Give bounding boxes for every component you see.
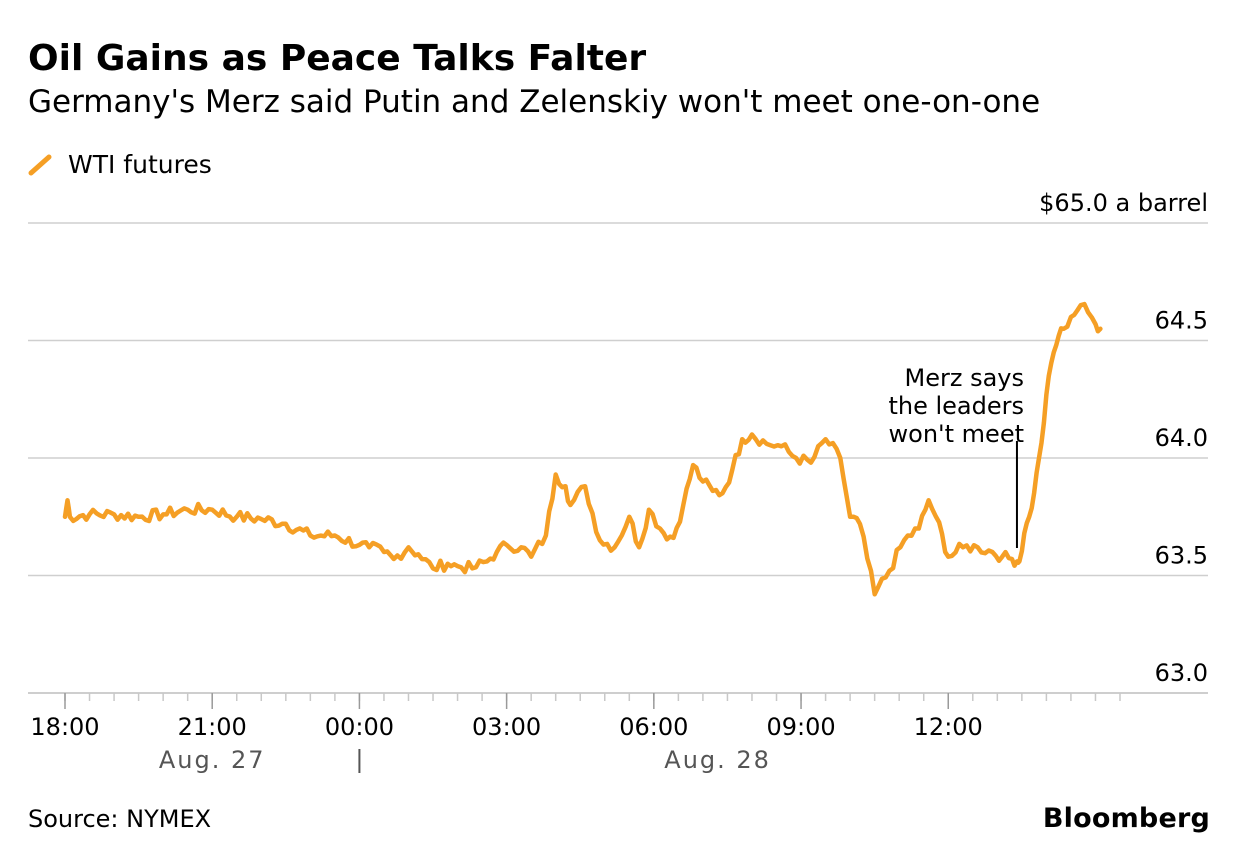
x-date-label: Aug. 28 — [664, 746, 771, 774]
source-note: Source: NYMEX — [28, 805, 212, 833]
annotation-text: the leaders — [888, 392, 1024, 420]
x-tick-label: 00:00 — [325, 713, 394, 741]
y-tick-label: 64.5 — [1155, 307, 1208, 335]
y-tick-label: 63.0 — [1155, 659, 1208, 687]
x-date-label: Aug. 27 — [159, 746, 266, 774]
series-line-wti-futures — [62, 301, 1103, 597]
brand-logo: Bloomberg — [1042, 803, 1210, 834]
x-tick-label: 09:00 — [766, 713, 835, 741]
legend: WTI futures — [28, 146, 212, 182]
y-tick-label: $65.0 a barrel — [1039, 189, 1208, 217]
x-tick-label: 21:00 — [178, 713, 247, 741]
x-tick-label: 18:00 — [30, 713, 99, 741]
y-tick-label: 63.5 — [1155, 542, 1208, 570]
x-tick-label: 03:00 — [472, 713, 541, 741]
line-chart: 63.0 63.5 64.0 64.5 $65.0 a barrel 18:00 21:00… — [28, 189, 1208, 774]
x-tick-label: 06:00 — [619, 713, 688, 741]
legend-line-icon — [28, 154, 52, 176]
legend-label: WTI futures — [68, 149, 212, 179]
annotation-text: won't meet — [889, 420, 1024, 448]
annotation-text: Merz says — [905, 364, 1024, 392]
x-tick-label: 12:00 — [914, 713, 983, 741]
y-tick-label: 64.0 — [1155, 424, 1208, 452]
chart-subtitle: Germany's Merz said Putin and Zelenskiy … — [28, 84, 1041, 120]
chart-title: Oil Gains as Peace Talks Falter — [28, 38, 647, 79]
